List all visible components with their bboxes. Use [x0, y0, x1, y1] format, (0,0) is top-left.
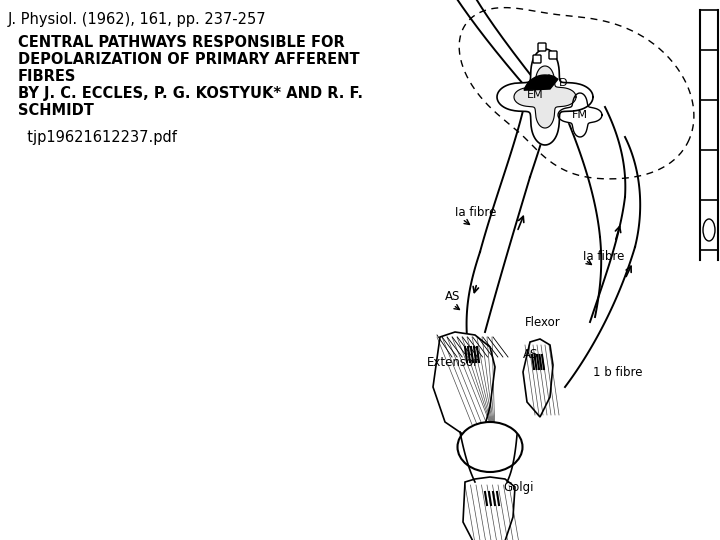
Text: SCHMIDT: SCHMIDT [18, 103, 94, 118]
Polygon shape [463, 477, 515, 540]
Text: Ia fibre: Ia fibre [583, 251, 624, 264]
Polygon shape [539, 75, 555, 85]
Polygon shape [514, 66, 576, 128]
Polygon shape [433, 332, 495, 437]
Text: Ia fibre: Ia fibre [455, 206, 496, 219]
Text: BY J. C. ECCLES, P. G. KOSTYUK* AND R. F.: BY J. C. ECCLES, P. G. KOSTYUK* AND R. F… [18, 86, 363, 101]
Polygon shape [523, 339, 553, 417]
Polygon shape [524, 75, 558, 90]
Polygon shape [497, 49, 593, 145]
Text: Flexor: Flexor [525, 315, 561, 328]
Text: Extensor: Extensor [427, 355, 479, 368]
Text: CENTRAL PATHWAYS RESPONSIBLE FOR: CENTRAL PATHWAYS RESPONSIBLE FOR [18, 35, 345, 50]
Text: tjp19621612237.pdf: tjp19621612237.pdf [18, 130, 177, 145]
Text: AS: AS [445, 291, 460, 303]
FancyBboxPatch shape [538, 43, 546, 51]
FancyBboxPatch shape [533, 55, 541, 63]
Text: DEPOLARIZATION OF PRIMARY AFFERENT: DEPOLARIZATION OF PRIMARY AFFERENT [18, 52, 359, 67]
FancyBboxPatch shape [549, 51, 557, 59]
Text: EM: EM [527, 90, 544, 100]
Text: J. Physiol. (1962), 161, pp. 237-257: J. Physiol. (1962), 161, pp. 237-257 [8, 12, 266, 27]
Ellipse shape [703, 219, 715, 241]
Text: D: D [559, 78, 567, 88]
Text: FIBRES: FIBRES [18, 69, 76, 84]
Text: Golgi: Golgi [503, 481, 534, 494]
Text: FM: FM [572, 110, 588, 120]
Polygon shape [558, 93, 602, 137]
Text: 1 b fibre: 1 b fibre [593, 366, 642, 379]
Ellipse shape [457, 422, 523, 472]
Text: AS: AS [523, 348, 539, 361]
